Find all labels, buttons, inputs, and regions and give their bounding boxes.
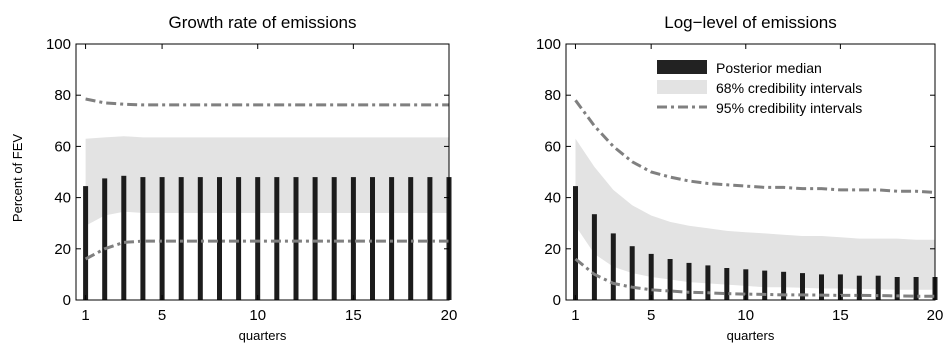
legend-swatch-68 xyxy=(657,80,707,94)
y-tick-label: 40 xyxy=(544,190,561,207)
legend-swatch-median xyxy=(657,60,707,74)
bar xyxy=(255,177,261,300)
bar xyxy=(591,214,597,300)
bar xyxy=(102,178,108,300)
x-tick-label: 1 xyxy=(571,307,579,324)
line-95-upper xyxy=(85,97,449,107)
x-tick-label: 15 xyxy=(832,307,849,324)
bar xyxy=(140,177,146,300)
legend-label-95: 95% credibility intervals xyxy=(716,100,862,116)
bar xyxy=(648,253,654,300)
x-tick-label: 5 xyxy=(647,307,655,324)
x-tick-label: 20 xyxy=(927,307,944,324)
x-tick-label: 1 xyxy=(81,307,89,324)
y-tick-label: 20 xyxy=(544,241,561,258)
bar xyxy=(350,177,356,300)
y-tick-label: 100 xyxy=(46,36,71,53)
bar xyxy=(837,274,843,300)
bar xyxy=(800,273,805,300)
band-68 xyxy=(575,138,935,290)
legend-label-68: 68% credibility intervals xyxy=(716,80,862,96)
y-tick-label: 80 xyxy=(54,87,71,104)
bar xyxy=(667,259,673,300)
y-tick-label: 0 xyxy=(553,292,561,309)
legend-label-median: Posterior median xyxy=(716,60,822,76)
x-axis-label: quarters xyxy=(239,328,287,343)
bar xyxy=(819,274,824,300)
bar xyxy=(408,177,414,300)
bar xyxy=(217,177,222,300)
bar xyxy=(686,262,692,300)
bar xyxy=(389,177,395,300)
x-tick-label: 10 xyxy=(737,307,754,324)
bar xyxy=(781,271,787,300)
x-tick-label: 15 xyxy=(345,307,362,324)
x-tick-label: 5 xyxy=(158,307,166,324)
line-95-upper xyxy=(574,99,936,194)
bar xyxy=(875,275,881,300)
line-95-lower xyxy=(84,239,449,261)
bar xyxy=(705,265,711,300)
bar xyxy=(724,268,730,300)
bar xyxy=(293,177,299,300)
legend: Posterior median 68% credibility interva… xyxy=(652,55,922,121)
bar xyxy=(610,233,616,300)
bar xyxy=(121,175,127,300)
y-tick-label: 40 xyxy=(54,190,71,207)
y-axis-label: Percent of FEV xyxy=(10,134,25,222)
y-tick-label: 100 xyxy=(536,36,561,53)
y-tick-label: 60 xyxy=(544,138,561,155)
bar xyxy=(894,277,900,300)
bar xyxy=(331,177,337,300)
x-axis-label: quarters xyxy=(727,328,775,343)
bar xyxy=(274,177,280,300)
y-tick-label: 0 xyxy=(63,292,71,309)
bar xyxy=(178,177,184,300)
bar xyxy=(913,277,919,300)
band-68 xyxy=(85,136,449,226)
bar xyxy=(856,275,862,300)
plot-frame xyxy=(75,43,450,301)
bar xyxy=(629,246,635,300)
bar xyxy=(762,270,768,300)
bar xyxy=(743,269,749,300)
y-tick-label: 20 xyxy=(54,241,71,258)
y-tick-label: 60 xyxy=(54,138,71,155)
line-95-lower xyxy=(574,257,935,298)
plot-frame xyxy=(565,43,936,301)
bar xyxy=(197,177,203,300)
chart-title: Log−level of emissions xyxy=(664,13,836,32)
bar xyxy=(427,177,433,300)
x-tick-label: 10 xyxy=(249,307,266,324)
bar xyxy=(159,177,165,300)
chart-title: Growth rate of emissions xyxy=(168,13,356,32)
bar xyxy=(573,186,578,300)
x-tick-label: 20 xyxy=(441,307,458,324)
bar xyxy=(312,177,318,300)
bar xyxy=(236,177,242,300)
bar xyxy=(370,177,375,300)
y-tick-label: 80 xyxy=(544,87,561,104)
bar xyxy=(83,186,89,300)
